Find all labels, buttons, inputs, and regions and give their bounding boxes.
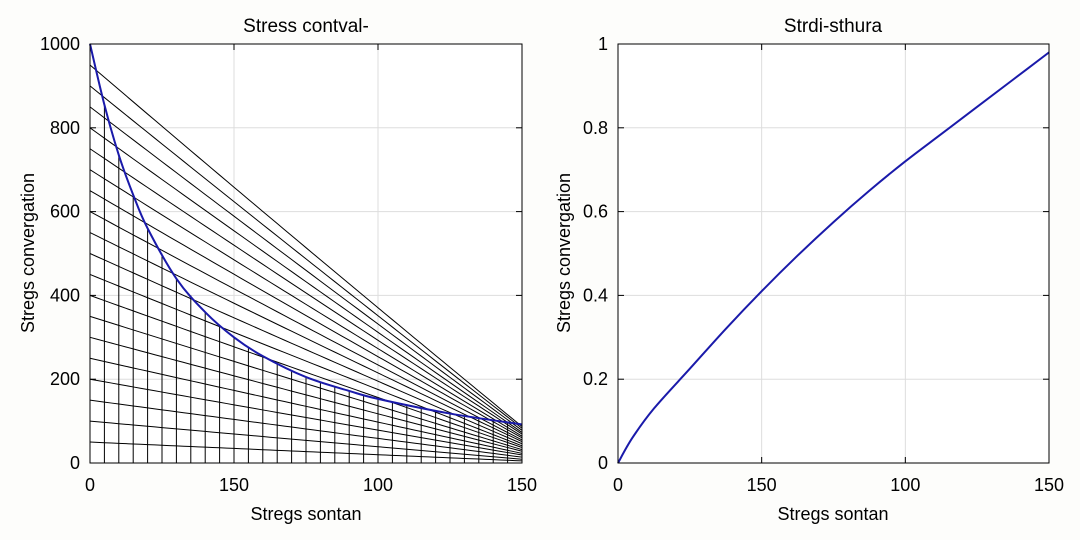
right-plot-area xyxy=(618,44,1049,463)
x-tick-label: 0 xyxy=(85,475,95,495)
right-x-tick-labels: 0 150 100 150 xyxy=(613,475,1064,495)
x-tick-label: 100 xyxy=(363,475,393,495)
right-series-lines xyxy=(617,51,1050,464)
mesh-curve xyxy=(89,106,523,431)
y-tick-label: 0.8 xyxy=(583,118,608,138)
series-line xyxy=(89,43,523,426)
y-tick-label: 0 xyxy=(598,453,608,473)
left-tick-marks xyxy=(89,43,523,464)
left-chart-title: Stress contval- xyxy=(243,16,369,37)
y-tick-label: 1 xyxy=(598,34,608,54)
right-chart-title: Strdi-sthura xyxy=(784,16,883,37)
mesh-curve xyxy=(89,127,523,433)
y-tick-label: 0.6 xyxy=(583,202,608,222)
left-y-tick-labels: 0 200 400 600 800 1000 xyxy=(40,34,80,473)
y-tick-label: 0 xyxy=(70,453,80,473)
left-y-axis-label: Stregs convergation xyxy=(18,173,38,333)
right-y-axis-label: Stregs convergation xyxy=(554,173,574,333)
mesh-curve xyxy=(89,190,523,439)
mesh-curve xyxy=(89,64,523,427)
left-x-axis-label: Stregs sontan xyxy=(250,504,361,524)
mesh-curve xyxy=(89,148,523,435)
left-mesh-lines xyxy=(89,44,523,463)
left-plot-frame xyxy=(89,43,523,464)
left-chart-panel: 0 150 100 150 0 200 400 600 800 1000 Stress cont… xyxy=(18,16,537,524)
x-tick-label: 150 xyxy=(507,475,537,495)
right-x-axis-label: Stregs sontan xyxy=(777,504,888,524)
right-y-tick-labels: 0 0.2 0.4 0.6 0.8 1 xyxy=(583,34,608,473)
mesh-curve xyxy=(89,169,523,437)
y-tick-label: 800 xyxy=(50,118,80,138)
x-tick-label: 150 xyxy=(219,475,249,495)
y-tick-label: 200 xyxy=(50,369,80,389)
y-tick-label: 600 xyxy=(50,202,80,222)
mesh-curve xyxy=(89,211,523,441)
x-tick-label: 0 xyxy=(613,475,623,495)
right-tick-marks xyxy=(617,43,1050,464)
x-tick-label: 100 xyxy=(890,475,920,495)
y-tick-label: 0.4 xyxy=(583,285,608,305)
y-tick-label: 0.2 xyxy=(583,369,608,389)
y-tick-label: 1000 xyxy=(40,34,80,54)
x-tick-label: 150 xyxy=(747,475,777,495)
series-line xyxy=(617,51,1050,464)
left-series-lines xyxy=(89,43,523,426)
mesh-curve xyxy=(89,85,523,429)
y-tick-label: 400 xyxy=(50,285,80,305)
right-chart-panel: 0 150 100 150 0 0.2 0.4 0.6 0.8 1 Strdi-sthura S… xyxy=(554,16,1064,524)
left-x-tick-labels: 0 150 100 150 xyxy=(85,475,537,495)
x-tick-label: 150 xyxy=(1034,475,1064,495)
right-gridlines xyxy=(618,44,1049,463)
right-plot-frame xyxy=(617,43,1050,464)
